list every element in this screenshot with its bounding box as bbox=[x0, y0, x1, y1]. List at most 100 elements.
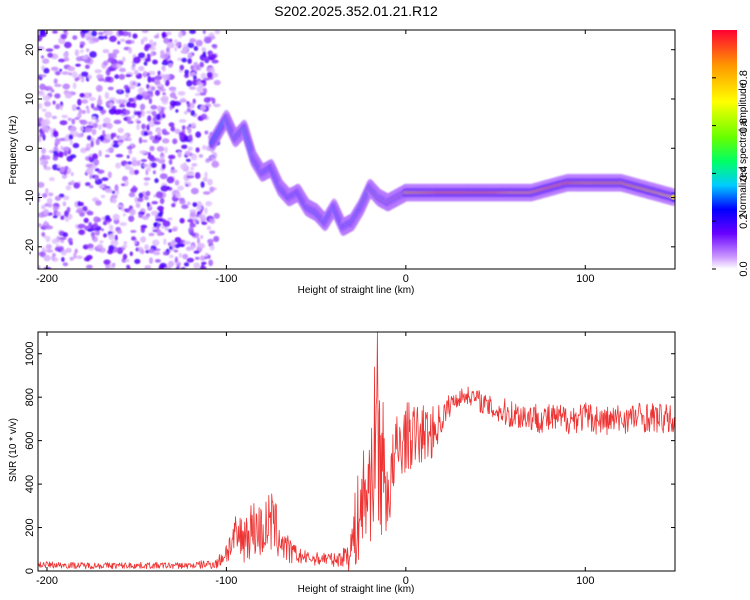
noise-blob bbox=[162, 251, 170, 256]
noise-blob bbox=[63, 169, 67, 176]
noise-blob bbox=[144, 57, 151, 62]
noise-blob bbox=[59, 120, 68, 126]
noise-blob bbox=[56, 211, 61, 217]
y-tick-label: -20 bbox=[24, 239, 36, 255]
noise-blob bbox=[134, 111, 142, 116]
noise-blob bbox=[173, 101, 182, 106]
noise-blob bbox=[202, 177, 208, 182]
noise-blob bbox=[151, 210, 159, 216]
noise-blob bbox=[97, 98, 103, 106]
noise-blob bbox=[152, 59, 158, 65]
noise-blob bbox=[209, 244, 215, 251]
noise-blob bbox=[103, 117, 111, 124]
noise-blob bbox=[187, 58, 192, 64]
noise-blob bbox=[145, 249, 150, 254]
noise-blob bbox=[153, 121, 161, 125]
noise-blob bbox=[38, 103, 43, 109]
noise-blob bbox=[189, 86, 196, 90]
noise-blob bbox=[108, 233, 115, 241]
noise-blob bbox=[186, 171, 195, 176]
noise-blob bbox=[104, 154, 110, 158]
noise-blob bbox=[186, 257, 194, 263]
noise-blob bbox=[186, 80, 193, 87]
noise-blob bbox=[139, 103, 146, 111]
noise-blob bbox=[94, 168, 100, 172]
noise-blob bbox=[126, 145, 133, 150]
noise-blob bbox=[47, 86, 53, 90]
noise-blob bbox=[62, 201, 67, 207]
noise-blob bbox=[108, 147, 114, 154]
noise-blob bbox=[207, 254, 211, 259]
noise-blob bbox=[80, 147, 87, 154]
noise-blob bbox=[152, 139, 160, 144]
noise-blob bbox=[69, 256, 74, 261]
noise-blob bbox=[83, 217, 89, 223]
noise-blob bbox=[81, 71, 89, 77]
noise-blob bbox=[203, 77, 210, 81]
noise-blob bbox=[196, 211, 202, 215]
noise-blob bbox=[191, 233, 196, 237]
noise-blob bbox=[77, 98, 82, 106]
noise-blob bbox=[114, 74, 120, 79]
snr-ylabel: SNR (10 * v/v) bbox=[8, 418, 19, 482]
noise-blob bbox=[160, 156, 165, 161]
noise-blob bbox=[42, 193, 48, 198]
noise-blob bbox=[54, 83, 62, 87]
noise-blob bbox=[92, 222, 99, 229]
noise-blob bbox=[200, 181, 205, 188]
noise-blob bbox=[138, 192, 144, 199]
noise-blob bbox=[44, 111, 52, 119]
noise-blob bbox=[156, 113, 161, 121]
noise-blob bbox=[212, 44, 218, 49]
noise-blob bbox=[72, 82, 77, 90]
noise-blob bbox=[162, 59, 168, 63]
noise-blob bbox=[93, 216, 100, 223]
noise-blob bbox=[141, 123, 146, 130]
noise-blob bbox=[79, 49, 84, 54]
noise-blob bbox=[187, 126, 192, 134]
noise-blob bbox=[99, 134, 105, 142]
noise-blob bbox=[89, 51, 97, 58]
y-tick-label: 20 bbox=[24, 44, 36, 56]
noise-blob bbox=[86, 108, 90, 114]
noise-blob bbox=[116, 63, 122, 68]
noise-blob bbox=[54, 93, 61, 99]
noise-blob bbox=[136, 94, 143, 101]
noise-blob bbox=[70, 180, 75, 185]
noise-blob bbox=[151, 201, 158, 205]
noise-blob bbox=[150, 51, 154, 57]
noise-blob bbox=[171, 227, 178, 232]
noise-blob bbox=[102, 123, 107, 128]
noise-blob bbox=[213, 212, 220, 219]
noise-blob bbox=[162, 65, 166, 72]
noise-blob bbox=[184, 69, 189, 75]
noise-blob bbox=[186, 102, 191, 108]
noise-blob bbox=[179, 199, 186, 205]
noise-blob bbox=[197, 242, 206, 249]
noise-blob bbox=[134, 196, 139, 204]
noise-blob bbox=[123, 133, 128, 138]
x-tick-label: 100 bbox=[576, 273, 594, 285]
noise-blob bbox=[168, 154, 176, 160]
noise-blob bbox=[39, 159, 48, 166]
noise-blob bbox=[53, 44, 60, 50]
noise-blob bbox=[178, 31, 183, 38]
noise-blob bbox=[81, 110, 86, 114]
noise-blob bbox=[54, 137, 60, 145]
noise-blob bbox=[161, 163, 166, 170]
noise-blob bbox=[140, 159, 148, 162]
noise-blob bbox=[166, 217, 173, 221]
noise-blob bbox=[86, 135, 92, 141]
noise-blob bbox=[62, 195, 70, 201]
noise-blob bbox=[123, 84, 129, 90]
noise-blob bbox=[151, 43, 157, 47]
noise-blob bbox=[146, 53, 151, 60]
noise-blob bbox=[91, 128, 97, 136]
noise-blob bbox=[151, 77, 156, 83]
noise-blob bbox=[204, 207, 208, 215]
noise-blob bbox=[149, 257, 153, 264]
noise-blob bbox=[98, 124, 102, 130]
noise-blob bbox=[105, 215, 111, 220]
noise-blob bbox=[199, 61, 204, 68]
noise-blob bbox=[138, 137, 143, 144]
